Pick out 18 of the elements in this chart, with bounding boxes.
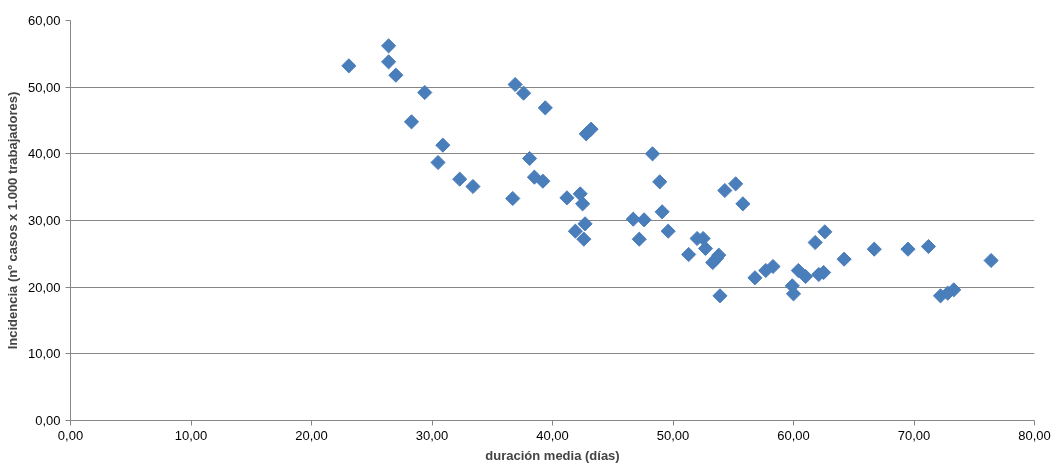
- x-tick-label: 50,00: [656, 427, 690, 443]
- y-tick-label: 30,00: [27, 213, 61, 228]
- y-axis-title: Incidencia (nº casos x 1.000 trabajadores): [4, 91, 20, 350]
- y-tick-label: 0,00: [35, 413, 61, 428]
- y-tick-label: 60,00: [27, 13, 61, 28]
- x-tick-label: 0,00: [57, 427, 84, 443]
- x-tick-label: 60,00: [777, 427, 810, 443]
- x-tick-label: 40,00: [536, 427, 569, 443]
- y-tick-label: 10,00: [27, 346, 61, 362]
- x-tick-label: 20,00: [295, 427, 328, 443]
- y-tick-label: 40,00: [27, 146, 61, 162]
- x-axis-title: duración media (días): [485, 447, 620, 463]
- x-tick-label: 30,00: [415, 427, 449, 443]
- y-tick-label: 20,00: [27, 279, 61, 295]
- x-tick-label: 70,00: [897, 427, 931, 443]
- x-tick-label: 80,00: [1018, 427, 1051, 443]
- y-tick-label: 50,00: [27, 79, 61, 95]
- x-tick-label: 10,00: [174, 427, 208, 443]
